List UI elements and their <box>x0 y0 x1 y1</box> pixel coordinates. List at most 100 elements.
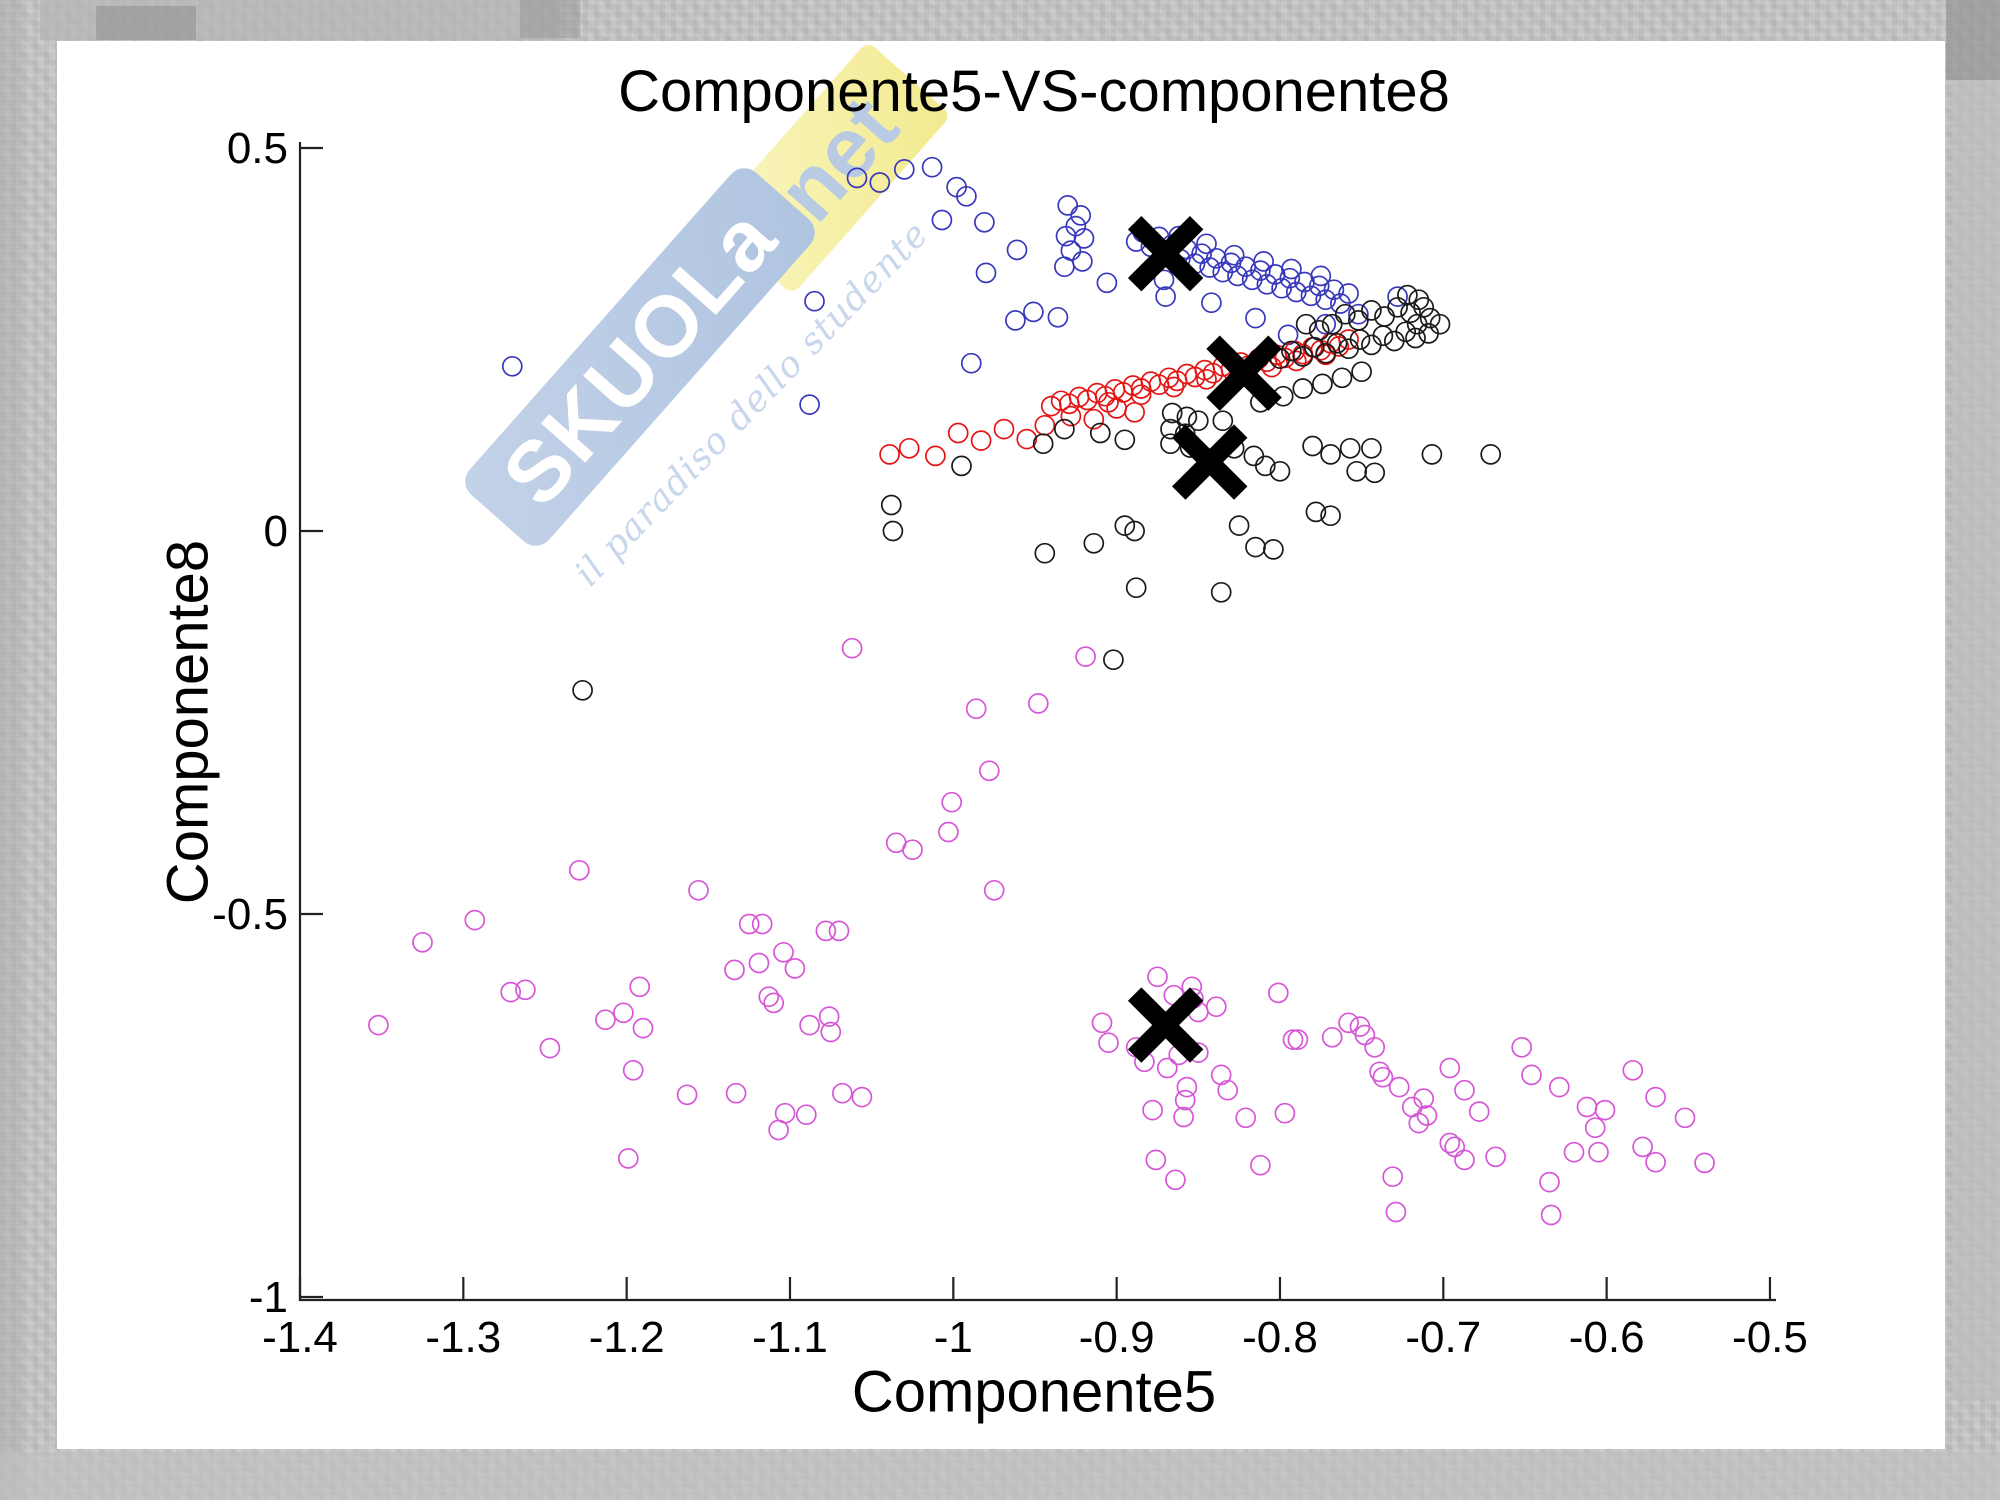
data-point <box>758 986 780 1008</box>
data-point <box>1287 1029 1309 1050</box>
centroid-markers <box>1127 215 1282 1063</box>
data-point <box>1374 306 1395 327</box>
data-point <box>851 1086 873 1108</box>
data-point <box>1114 429 1136 451</box>
data-point <box>1027 693 1049 714</box>
data-point <box>1521 1064 1542 1086</box>
data-point <box>975 262 997 284</box>
page-paper <box>57 41 1945 1449</box>
scatter-layer-cluster-blue <box>501 156 1408 415</box>
data-point <box>970 430 992 451</box>
data-point <box>784 958 806 979</box>
data-point <box>1351 361 1372 383</box>
data-point <box>1338 1012 1359 1034</box>
data-point <box>1323 279 1345 301</box>
data-point <box>1388 1076 1410 1098</box>
data-point <box>1563 1141 1585 1163</box>
x-tick-label: -1 <box>934 1313 973 1362</box>
data-point <box>1156 1057 1178 1079</box>
data-point <box>1364 462 1386 484</box>
data-point <box>1176 1076 1198 1098</box>
data-point <box>1223 244 1245 266</box>
data-point <box>617 1148 639 1169</box>
data-point <box>1114 515 1136 536</box>
data-point <box>1338 283 1359 304</box>
x-tick-label: -1.3 <box>425 1313 501 1362</box>
x-tick-label: -0.9 <box>1079 1313 1155 1362</box>
data-point <box>1267 982 1289 1004</box>
data-point <box>1419 307 1441 329</box>
data-point <box>1674 1107 1696 1129</box>
data-point <box>1279 267 1301 289</box>
data-point <box>1400 302 1421 324</box>
data-point <box>1160 418 1181 440</box>
data-point <box>1320 444 1341 465</box>
data-point <box>1196 368 1217 390</box>
data-point <box>1302 435 1323 457</box>
data-point <box>1548 1076 1570 1098</box>
data-point <box>799 394 820 415</box>
scatter-layer-cluster-magenta <box>368 637 1715 1226</box>
data-point <box>965 698 987 720</box>
data-point <box>1385 1201 1407 1223</box>
data-point <box>1163 376 1185 398</box>
data-point <box>1032 433 1054 455</box>
data-point <box>1072 251 1093 272</box>
data-point <box>676 1084 698 1106</box>
data-point <box>1364 1036 1386 1058</box>
data-point <box>820 1021 842 1043</box>
data-point <box>1645 1086 1666 1108</box>
data-point <box>1339 437 1361 459</box>
data-point <box>1098 391 1119 413</box>
data-point <box>1421 444 1443 465</box>
data-point <box>1397 284 1418 306</box>
data-point <box>925 445 946 467</box>
data-point <box>1632 1136 1653 1158</box>
data-point <box>1369 1061 1390 1083</box>
data-point <box>1155 286 1176 307</box>
data-point <box>941 791 963 813</box>
data-point <box>751 913 773 935</box>
data-point <box>1274 1102 1296 1124</box>
data-point <box>1091 1012 1113 1034</box>
data-point <box>1439 1057 1461 1079</box>
data-point <box>1468 1101 1490 1122</box>
data-point <box>921 156 943 178</box>
x-tick-label: -0.7 <box>1405 1313 1481 1362</box>
data-point <box>1372 325 1394 347</box>
data-point <box>1416 1105 1438 1126</box>
data-point <box>960 352 982 374</box>
data-point <box>1312 373 1333 395</box>
data-point <box>1124 520 1145 542</box>
data-point <box>931 209 953 231</box>
data-point <box>1235 1107 1257 1129</box>
data-point <box>1413 1088 1435 1109</box>
data-point <box>501 355 523 377</box>
scatter-layer-cluster-black <box>572 284 1502 701</box>
data-point <box>515 979 536 1001</box>
data-point <box>893 159 915 180</box>
data-point <box>1217 1079 1239 1101</box>
data-point <box>1321 313 1343 335</box>
data-point <box>1372 1066 1394 1088</box>
data-point <box>1439 1132 1461 1154</box>
data-point <box>869 172 891 193</box>
data-point <box>815 920 837 942</box>
chart-title: Componente5-VS-componente8 <box>618 59 1450 124</box>
data-point <box>1174 1089 1196 1111</box>
data-point <box>622 1059 644 1081</box>
data-point <box>464 909 486 931</box>
data-point <box>1243 445 1265 467</box>
data-point <box>632 1017 654 1039</box>
data-point <box>1124 401 1145 423</box>
data-point <box>1210 581 1232 603</box>
scan-border-patch <box>1952 80 2000 1400</box>
data-point <box>1326 332 1348 354</box>
data-point <box>938 821 959 843</box>
data-point <box>613 1002 634 1024</box>
data-point <box>1281 258 1302 280</box>
x-tick-label: -1.2 <box>589 1313 665 1362</box>
data-point <box>818 1006 840 1027</box>
data-point <box>951 455 972 477</box>
